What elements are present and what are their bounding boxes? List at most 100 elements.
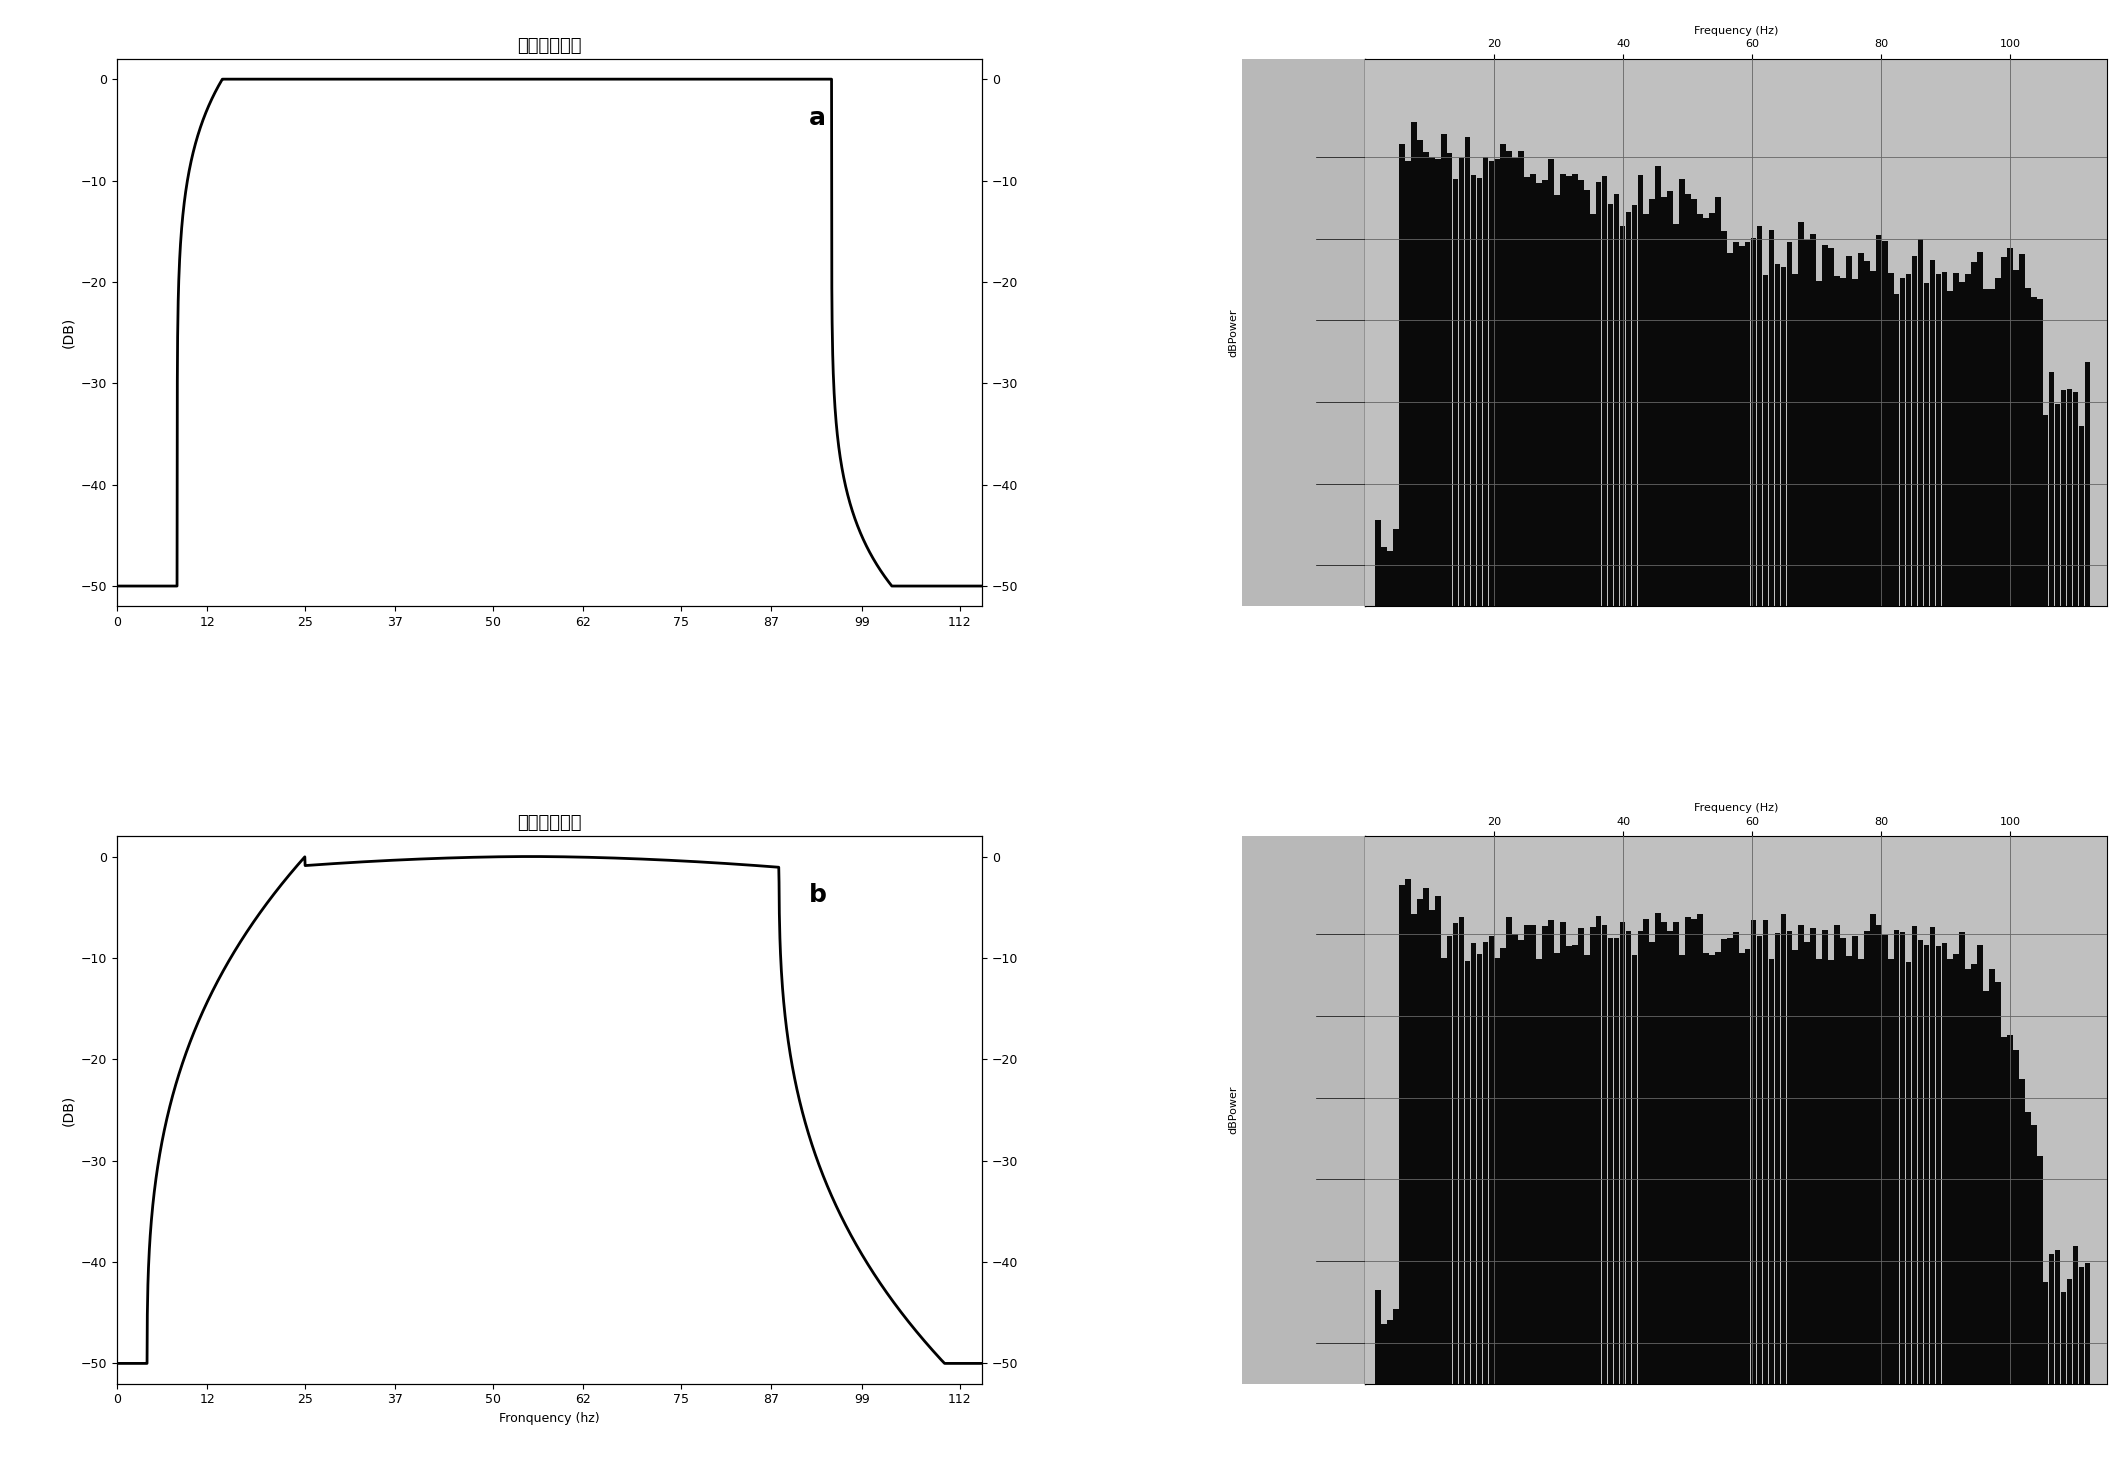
- Bar: [1513, 935, 1517, 1384]
- Bar: [1888, 272, 1894, 606]
- Bar: [1649, 199, 1656, 606]
- Bar: [1702, 218, 1709, 606]
- Bar: [1679, 955, 1685, 1384]
- Bar: [1692, 199, 1696, 606]
- Bar: [1398, 885, 1404, 1384]
- Bar: [1470, 175, 1477, 606]
- Bar: [1781, 266, 1785, 606]
- Bar: [1609, 938, 1613, 1384]
- Bar: [1487, 160, 1494, 606]
- Text: b: b: [809, 883, 828, 907]
- Bar: [2030, 1125, 2036, 1384]
- Bar: [1417, 898, 1424, 1384]
- Bar: [1762, 920, 1768, 1384]
- Bar: [1911, 926, 1917, 1384]
- Bar: [1441, 958, 1447, 1384]
- Bar: [1936, 274, 1941, 606]
- Bar: [1613, 938, 1619, 1384]
- Bar: [1811, 927, 1815, 1384]
- Bar: [1453, 923, 1458, 1384]
- Bar: [1632, 205, 1636, 606]
- Bar: [1553, 194, 1560, 606]
- Bar: [1649, 942, 1656, 1384]
- Bar: [2007, 247, 2013, 606]
- Bar: [1851, 278, 1858, 606]
- Bar: [1805, 240, 1811, 606]
- Bar: [1858, 253, 1864, 606]
- Bar: [1990, 969, 1994, 1384]
- Bar: [1428, 156, 1434, 606]
- Bar: [1685, 917, 1692, 1384]
- Bar: [1464, 961, 1470, 1384]
- Bar: [1613, 194, 1619, 606]
- Bar: [1900, 932, 1905, 1384]
- Bar: [1519, 939, 1524, 1384]
- Bar: [1626, 932, 1632, 1384]
- Bar: [1941, 944, 1947, 1384]
- Bar: [1847, 955, 1851, 1384]
- Bar: [1811, 234, 1815, 606]
- Bar: [2066, 389, 2073, 606]
- Bar: [1960, 932, 1964, 1384]
- X-axis label: Frequency (Hz): Frequency (Hz): [1694, 25, 1779, 35]
- Bar: [2049, 1254, 2054, 1384]
- Bar: [2030, 297, 2036, 606]
- Bar: [1762, 275, 1768, 606]
- Bar: [1673, 224, 1679, 606]
- Bar: [1596, 916, 1602, 1384]
- Bar: [1805, 942, 1811, 1384]
- Bar: [1828, 249, 1834, 606]
- Bar: [1411, 914, 1417, 1384]
- Bar: [1398, 144, 1404, 606]
- Bar: [1792, 949, 1798, 1384]
- Bar: [1536, 184, 1543, 606]
- Bar: [1715, 952, 1722, 1384]
- X-axis label: Fronquency (hz): Fronquency (hz): [500, 1412, 600, 1425]
- Bar: [1900, 278, 1905, 606]
- Bar: [1728, 938, 1732, 1384]
- Bar: [1894, 294, 1900, 606]
- Bar: [1768, 230, 1775, 606]
- Bar: [1394, 530, 1398, 606]
- Bar: [1668, 930, 1673, 1384]
- Bar: [1668, 191, 1673, 606]
- Bar: [1679, 178, 1685, 606]
- Title: 子扫描叠加谱: 子扫描叠加谱: [517, 37, 581, 54]
- Bar: [1662, 197, 1666, 606]
- Bar: [1602, 926, 1607, 1384]
- Bar: [1692, 919, 1696, 1384]
- Bar: [2049, 372, 2054, 606]
- Bar: [1579, 927, 1583, 1384]
- Bar: [1673, 921, 1679, 1384]
- Bar: [1930, 927, 1934, 1384]
- Bar: [1877, 926, 1881, 1384]
- Bar: [1543, 926, 1547, 1384]
- Bar: [1732, 932, 1739, 1384]
- Bar: [1728, 253, 1732, 606]
- Bar: [1841, 278, 1845, 606]
- Bar: [2043, 415, 2049, 606]
- Bar: [1500, 144, 1507, 606]
- Bar: [1381, 546, 1387, 606]
- Bar: [1477, 954, 1483, 1384]
- Bar: [1960, 281, 1964, 606]
- Bar: [2036, 1156, 2043, 1384]
- Bar: [1977, 945, 1983, 1384]
- Bar: [1530, 926, 1536, 1384]
- Bar: [1881, 935, 1888, 1384]
- Bar: [1758, 225, 1762, 606]
- Bar: [2013, 269, 2019, 606]
- X-axis label: Frequency (Hz): Frequency (Hz): [1694, 802, 1779, 813]
- Bar: [1996, 278, 2000, 606]
- Bar: [1375, 520, 1381, 606]
- Bar: [1656, 166, 1662, 606]
- Bar: [1983, 991, 1990, 1384]
- Bar: [1917, 939, 1924, 1384]
- Text: a: a: [809, 106, 826, 130]
- Bar: [1619, 227, 1626, 606]
- Bar: [1788, 241, 1792, 606]
- Bar: [1536, 960, 1543, 1384]
- Bar: [1447, 936, 1453, 1384]
- Bar: [1643, 919, 1649, 1384]
- Bar: [1609, 203, 1613, 606]
